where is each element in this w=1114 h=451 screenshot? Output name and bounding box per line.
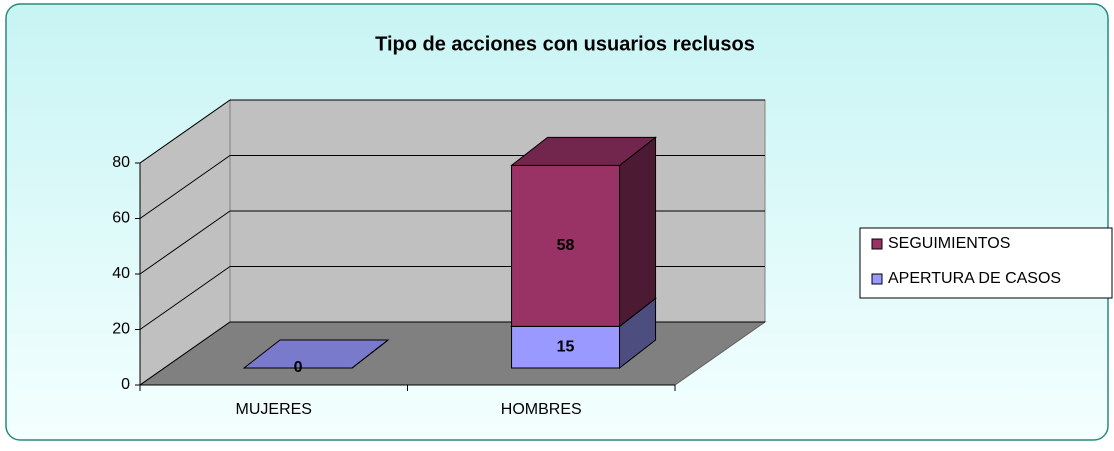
grid-line xyxy=(139,210,231,275)
legend-label: SEGUIMIENTOS xyxy=(888,235,1010,252)
legend-swatch xyxy=(871,273,883,285)
legend xyxy=(859,227,1113,299)
data-label: 58 xyxy=(557,237,575,254)
data-label: 15 xyxy=(557,338,575,355)
x-tick-label: HOMBRES xyxy=(501,401,582,418)
y-tick-label: 80 xyxy=(112,154,130,171)
y-tick-label: 60 xyxy=(112,210,130,227)
y-tick-label: 20 xyxy=(112,321,130,338)
grid-line xyxy=(139,155,231,219)
grid-line xyxy=(139,266,231,330)
grid-line xyxy=(139,321,231,386)
chart-title: Tipo de acciones con usuarios reclusos xyxy=(375,33,755,55)
y-tick-label: 40 xyxy=(112,265,130,282)
y-tick-label: 0 xyxy=(121,376,130,393)
legend-swatch xyxy=(871,238,883,250)
bar-top xyxy=(510,136,658,166)
bar-side xyxy=(619,136,657,328)
x-tick-label: MUJERES xyxy=(236,401,312,418)
bar-side xyxy=(351,339,389,369)
grid-line xyxy=(139,99,231,164)
floor xyxy=(138,321,767,386)
legend-label: APERTURA DE CASOS xyxy=(888,270,1061,287)
